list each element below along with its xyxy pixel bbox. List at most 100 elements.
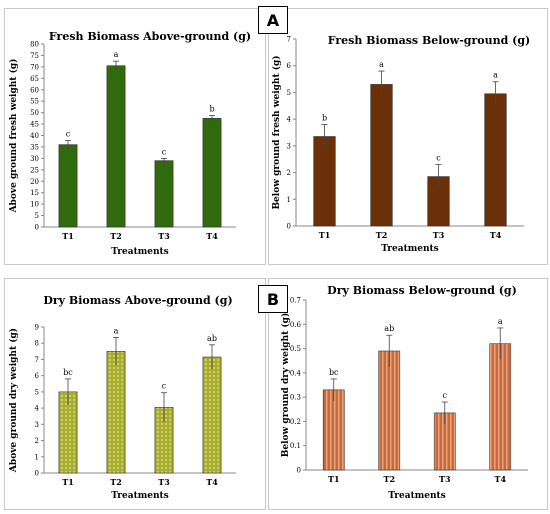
x-axis-label: Treatments xyxy=(111,247,169,257)
y-tick-label: 0.5 xyxy=(290,345,301,353)
y-tick-label: 35 xyxy=(30,143,39,151)
y-tick-label: 5 xyxy=(287,89,291,97)
y-tick-label: 7 xyxy=(35,356,39,364)
y-tick-label: 4 xyxy=(287,116,292,124)
panel-frame-dry-above xyxy=(4,278,266,510)
panel-frame-fresh-above xyxy=(4,8,266,265)
x-tick-label-t1: T1 xyxy=(328,474,340,484)
y-tick-label: 0.6 xyxy=(290,321,302,329)
bar-t1 xyxy=(322,389,345,471)
bar-t1 xyxy=(313,136,336,227)
y-tick-label: 1 xyxy=(35,453,39,461)
y-tick-label: 5 xyxy=(35,388,39,396)
x-axis-label: Treatments xyxy=(381,244,439,254)
bar-t4 xyxy=(484,93,507,227)
significance-letter-t2: ab xyxy=(384,324,394,333)
y-tick-label: 0.1 xyxy=(290,442,301,450)
x-tick-label-t2: T2 xyxy=(110,477,122,487)
chart-fresh-below: Fresh Biomass Below-ground (g) 0 1 2 3 4 5 6 7 Be… xyxy=(271,34,531,254)
y-tick-label: 75 xyxy=(30,52,39,60)
significance-letter-t3: c xyxy=(162,147,167,156)
bar-t4 xyxy=(202,118,222,228)
significance-letter-t3: c xyxy=(443,391,448,400)
y-tick-label: 4 xyxy=(35,405,40,413)
y-axis-label: Above ground dry weight (g) xyxy=(8,328,19,473)
y-tick-label: 8 xyxy=(35,340,39,348)
y-tick-label: 55 xyxy=(30,98,39,106)
chart-title: Fresh Biomass Above-ground (g) xyxy=(49,30,251,43)
chart-title: Dry Biomass Above-ground (g) xyxy=(43,294,232,307)
bar-t3 xyxy=(154,160,174,228)
y-tick-label: 65 xyxy=(30,75,39,83)
chart-title: Dry Biomass Below-ground (g) xyxy=(327,284,517,297)
x-tick-label-t4: T4 xyxy=(494,474,506,484)
y-tick-label: 7 xyxy=(287,36,291,44)
y-tick-label: 6 xyxy=(287,62,292,70)
significance-letter-t2: a xyxy=(114,50,119,59)
x-tick-label-t3: T3 xyxy=(439,474,451,484)
significance-letter-t4: b xyxy=(209,105,214,114)
significance-letter-t1: bc xyxy=(329,368,339,377)
x-tick-label-t3: T3 xyxy=(433,230,445,240)
x-axis-label: Treatments xyxy=(388,491,446,501)
x-tick-label-t3: T3 xyxy=(158,477,170,487)
significance-letter-t1: c xyxy=(66,130,71,139)
significance-letter-t1: bc xyxy=(63,368,73,377)
significance-letter-t3: c xyxy=(436,154,441,163)
chart-title: Fresh Biomass Below-ground (g) xyxy=(328,34,531,47)
panel-label-b: B xyxy=(258,285,288,313)
y-tick-label: 0.2 xyxy=(290,418,301,426)
y-tick-label: 0 xyxy=(287,223,291,231)
significance-letter-t1: b xyxy=(322,113,327,122)
chart-dry-above: Dry Biomass Above-ground (g) 0 1 2 3 4 5 6 7 8 9 Ab… xyxy=(8,294,236,501)
significance-letter-t3: c xyxy=(162,382,167,391)
y-axis-label: Below ground fresh weight (g) xyxy=(271,55,282,209)
bar-t1 xyxy=(58,144,78,228)
significance-letter-t2: a xyxy=(379,60,384,69)
significance-letter-t4: a xyxy=(498,317,503,326)
y-tick-label: 1 xyxy=(287,196,291,204)
bar-t2 xyxy=(370,84,393,227)
y-axis-label: Below ground dry weight (g) xyxy=(280,313,291,457)
x-tick-label-t3: T3 xyxy=(158,231,170,241)
y-tick-label: 60 xyxy=(30,86,39,94)
significance-letter-t4: a xyxy=(493,71,498,80)
y-tick-label: 3 xyxy=(35,421,39,429)
y-tick-label: 0.7 xyxy=(290,297,301,305)
y-tick-label: 0 xyxy=(35,224,39,232)
chart-dry-below: Dry Biomass Below-ground (g) 0 0.1 0.2 0.3 0.… xyxy=(280,284,528,501)
significance-letter-t2: a xyxy=(114,327,119,336)
x-tick-label-t4: T4 xyxy=(206,477,218,487)
y-tick-label: 3 xyxy=(287,142,291,150)
bar-t4 xyxy=(202,356,222,474)
y-tick-label: 80 xyxy=(30,41,39,49)
significance-letter-t4: ab xyxy=(207,334,217,343)
bar-t2 xyxy=(378,350,401,471)
x-tick-label-t4: T4 xyxy=(206,231,218,241)
y-tick-label: 9 xyxy=(35,324,39,332)
x-tick-label-t1: T1 xyxy=(319,230,331,240)
y-tick-label: 10 xyxy=(30,201,39,209)
x-tick-label-t2: T2 xyxy=(110,231,122,241)
chart-fresh-above: Fresh Biomass Above-ground (g) 0 5 10 15 20 25… xyxy=(8,30,251,257)
y-tick-label: 25 xyxy=(30,166,39,174)
x-tick-label-t1: T1 xyxy=(62,477,74,487)
y-tick-label: 0 xyxy=(297,467,301,475)
x-tick-label-t4: T4 xyxy=(490,230,502,240)
y-tick-label: 6 xyxy=(35,372,40,380)
bar-t2 xyxy=(106,351,126,474)
y-tick-label: 70 xyxy=(30,63,39,71)
y-axis-label: Above ground fresh weight (g) xyxy=(8,59,19,214)
y-tick-label: 15 xyxy=(30,189,39,197)
x-axis-label: Treatments xyxy=(111,491,169,501)
y-tick-label: 2 xyxy=(287,169,291,177)
y-tick-label: 5 xyxy=(35,212,39,220)
x-tick-label-t2: T2 xyxy=(383,474,395,484)
bar-t4 xyxy=(489,343,512,471)
bar-t2 xyxy=(106,65,126,228)
y-tick-label: 50 xyxy=(30,109,39,117)
panel-label-a: A xyxy=(258,6,288,34)
y-tick-label: 0 xyxy=(35,470,39,478)
x-tick-label-t2: T2 xyxy=(376,230,388,240)
